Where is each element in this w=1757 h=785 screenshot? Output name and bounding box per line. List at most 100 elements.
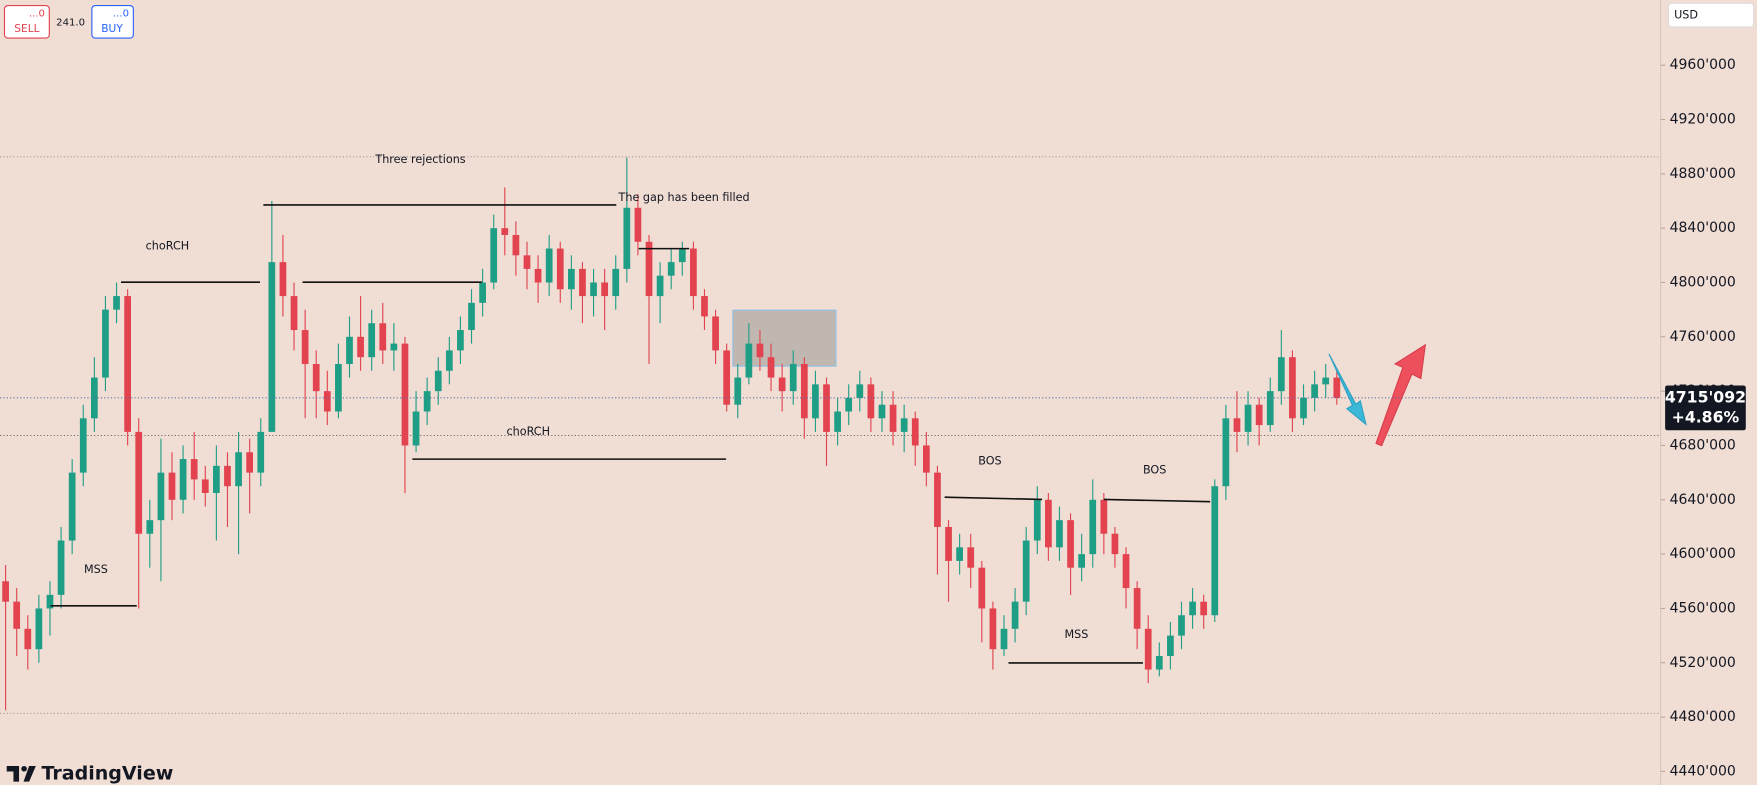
candle-body [756, 343, 764, 358]
candle-body [157, 472, 165, 521]
y-tick-label: 4960'000 [1670, 57, 1736, 73]
candle-body [800, 363, 808, 419]
candle-body [1144, 628, 1152, 670]
candle-body [368, 323, 376, 358]
level-line [944, 496, 1043, 501]
candle-body [845, 397, 853, 412]
candle-body [201, 479, 209, 494]
logo-text: TradingView [41, 762, 173, 784]
candle-body [579, 268, 586, 297]
candle-body [1222, 418, 1230, 487]
annotation: choRCH [506, 425, 550, 438]
buy-button[interactable]: ...0 BUY [91, 5, 134, 39]
buy-box[interactable] [91, 5, 134, 39]
candle-body [1022, 540, 1030, 602]
candle-body [323, 391, 331, 412]
logo-icon [6, 765, 36, 782]
candle-body [934, 472, 941, 527]
candle-body [1056, 520, 1063, 548]
buy-qty[interactable]: ...0 [113, 8, 129, 19]
candle-body [179, 459, 187, 500]
logo: TradingView [6, 762, 173, 784]
last-price-label: 4715'092 [1665, 387, 1746, 406]
candle-body [745, 343, 753, 378]
candle-body [1122, 554, 1130, 589]
candle-body [623, 207, 631, 269]
candle-body [889, 404, 897, 432]
candle-body [335, 363, 342, 412]
currency-label[interactable]: USD [1674, 9, 1698, 22]
candle-body [1067, 520, 1074, 568]
candle-body [390, 343, 398, 351]
y-tick-label: 4600'000 [1670, 546, 1736, 562]
candle-body [1033, 499, 1041, 541]
y-tick-label: 4760'000 [1670, 329, 1736, 345]
candle-body [224, 465, 231, 487]
currency-select[interactable]: USD [1667, 2, 1755, 28]
candle-body [1266, 391, 1274, 426]
candle-body [856, 384, 864, 398]
candle-body [423, 391, 431, 412]
candle-body [479, 282, 486, 303]
candle-body [235, 452, 242, 487]
y-tick-label: 4480'000 [1670, 709, 1736, 725]
sell-label[interactable]: SELL [14, 22, 39, 35]
candle-body [900, 418, 908, 432]
candle-body [690, 248, 697, 297]
sell-box[interactable] [3, 5, 50, 39]
currency-box[interactable] [1667, 2, 1755, 28]
sell-qty[interactable]: ...0 [29, 8, 45, 19]
candle-body [723, 350, 731, 405]
candle-body [778, 377, 786, 392]
candle-body [656, 275, 664, 297]
candle-body [1167, 635, 1174, 656]
candle-body [434, 370, 442, 392]
candle-body [1255, 404, 1263, 426]
candle-body [24, 628, 32, 650]
sell-button[interactable]: ...0 SELL [3, 5, 50, 39]
candle-body [346, 336, 353, 364]
candle-body [1322, 377, 1330, 385]
candle-body [1100, 499, 1108, 534]
candle-body [1200, 601, 1208, 616]
candle-body [124, 296, 131, 432]
candle-body [1011, 601, 1019, 629]
candle-body [590, 282, 597, 297]
candle-body [701, 296, 708, 317]
candle-body [1289, 357, 1296, 419]
candle-body [1078, 554, 1086, 568]
candle-body [501, 228, 509, 235]
candle-body [1244, 404, 1252, 432]
candle-body [645, 241, 653, 297]
candle-body [523, 255, 531, 269]
candle-body [812, 384, 819, 419]
candle-body [978, 567, 986, 609]
candle-body [534, 268, 542, 283]
y-tick-label: 4880'000 [1670, 166, 1736, 182]
candle-body [1233, 418, 1241, 432]
y-tick-label: 4560'000 [1670, 600, 1736, 616]
change-label: +4.86% [1672, 407, 1740, 426]
annotation: Three rejections [374, 153, 465, 166]
candle-body [1311, 384, 1318, 398]
candle-body [678, 248, 686, 263]
candle-body [13, 601, 21, 629]
buy-label[interactable]: BUY [101, 22, 123, 35]
candle-body [1155, 655, 1163, 670]
candle-body [213, 465, 220, 494]
candle-body [911, 418, 919, 446]
candle-body [445, 350, 453, 371]
candle-body [956, 547, 963, 561]
candle-body [601, 282, 609, 297]
candles [2, 157, 1341, 711]
candle-body [146, 520, 154, 534]
candle-body [989, 608, 997, 650]
candle-body [57, 540, 65, 595]
candle-body [667, 262, 675, 276]
candle-body [457, 330, 464, 351]
y-tick-label: 4800'000 [1670, 274, 1736, 290]
candle-body [767, 357, 775, 378]
y-tick-label: 4640'000 [1670, 492, 1736, 508]
candle-body [823, 384, 830, 432]
